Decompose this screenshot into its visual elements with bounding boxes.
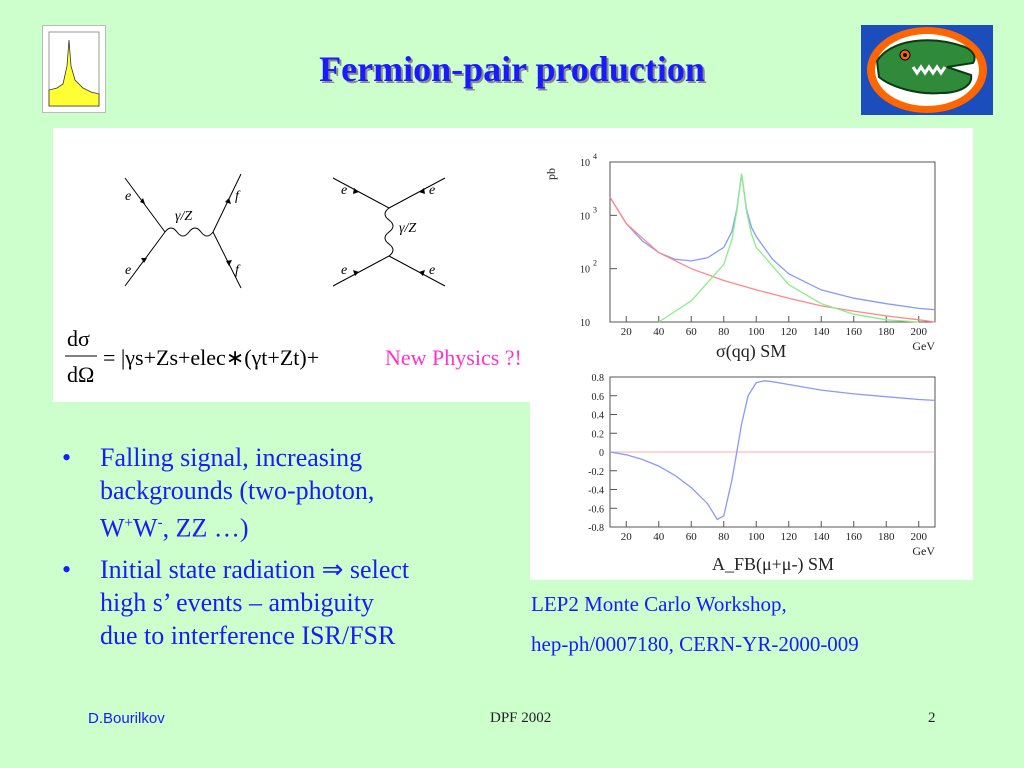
footer-author: D.Bourilkov [88,710,165,727]
bullet-1-w: W [100,513,125,543]
x-tick-label: 100 [748,326,765,338]
y-tick-label: 0 [599,448,604,459]
chart-title-sigma: σ(qq) SM [716,341,786,362]
x-tick-label: 100 [748,531,765,543]
footer-date: DPF 2002 [490,710,552,726]
y-tick-label: 10 [580,318,590,329]
bullet-2-line-1: Initial state radiation ⇒ select [100,554,410,584]
label-e-tr: e [429,183,435,198]
y-axis-label: pb [544,168,558,180]
x-tick-label: 180 [878,531,895,543]
x-tick-label: 80 [718,531,730,543]
bullet-2-line-2: high s’ events – ambiguity [100,587,374,617]
plot-frame-0 [609,161,936,323]
gator-logo-icon [861,25,993,115]
x-tick-label: 200 [911,531,928,543]
bullet-1-minus: - [157,515,163,531]
label-e-top: e [125,189,131,204]
slide-title: Fermion-pair production [319,49,705,89]
y-tick-label: 10 [580,265,590,276]
bullet-1-plus: + [124,515,134,531]
series-line-2 [658,173,919,323]
bullet-2-line-3: due to interference ISR/FSR [100,620,396,650]
y-tick-label: 0.4 [592,411,605,422]
y-tick-label: 0.8 [592,373,605,384]
y-tick-label: -0.4 [588,486,604,497]
footer-page-number: 2 [928,710,936,726]
bullet-1-tail: , ZZ …) [162,513,249,543]
series-line-1 [609,196,936,323]
x-tick-label: 200 [911,326,928,338]
x-tick-label: 60 [686,531,698,543]
reference-line-1: LEP2 Monte Carlo Workshop, [531,592,787,616]
label-e-bl: e [341,263,347,278]
x-tick-label: 40 [653,531,665,543]
formula-numerator: dσ [67,326,90,351]
formula-new-physics: New Physics ?! [385,345,522,370]
histogram-logo-icon [42,25,106,113]
y-tick-label: 0.6 [592,392,605,403]
y-tick-exponent: 3 [593,205,597,214]
series-line-0 [609,173,936,311]
x-tick-label: 20 [621,531,633,543]
x-axis-label: GeV [912,544,935,558]
x-tick-label: 180 [878,326,895,338]
y-tick-label: 10 [580,211,590,222]
y-tick-label: 10 [580,158,590,169]
feynman-diagrams-panel: e e γ/Z f f e e e e γ/Z dσ dΩ [53,128,544,402]
bullet-item: • Falling signal, increasing backgrounds… [62,441,522,545]
x-tick-label: 20 [621,326,633,338]
t-channel-diagram: e e e e γ/Z [332,177,446,287]
y-tick-exponent: 4 [593,152,597,161]
x-axis-label: GeV [912,339,935,353]
label-e-tl: e [341,183,347,198]
x-tick-label: 120 [781,326,798,338]
label-e-br: e [429,263,435,278]
formula-main: = |γs+Zs+elec∗(γt+Zt)+ [103,345,319,370]
plots-panel: 20 40 60 80 100 120 140 160 180 200 10 10 2 10 3 10 4 pb G… [530,128,973,580]
bullet-dot: • [62,554,72,584]
x-tick-label: 160 [846,531,863,543]
reference-line-2: hep-ph/0007180, CERN-YR-2000-009 [531,632,859,656]
x-tick-label: 160 [846,326,863,338]
x-tick-label: 140 [813,531,830,543]
x-tick-label: 80 [718,326,730,338]
formula-denominator: dΩ [67,362,94,387]
y-tick-label: 0.2 [592,429,605,440]
label-f-top: f [235,189,241,204]
y-tick-label: -0.6 [588,504,604,515]
label-f-bottom: f [235,263,241,278]
y-tick-label: -0.8 [588,523,604,534]
y-tick-label: -0.2 [588,467,604,478]
cross-section-formula: dσ dΩ = |γs+Zs+elec∗(γt+Zt)+ New Physics… [65,326,544,387]
plots-svg: 20 40 60 80 100 120 140 160 180 20010102103104pbG… [544,152,936,575]
x-tick-label: 140 [813,326,830,338]
bullet-list: • Falling signal, increasing backgrounds… [62,441,522,660]
bullet-1-line-2: backgrounds (two-photon, [100,476,375,505]
bullet-item: • Initial state radiation ⇒ select high … [62,553,522,652]
label-e-bottom: e [125,263,131,278]
label-gamma-z-s: γ/Z [175,209,192,224]
series-line-0 [609,380,936,521]
x-tick-label: 40 [653,326,665,338]
chart-title-afb: A_FB(μ+μ-) SM [712,554,834,575]
bullet-1-line-1: Falling signal, increasing [100,443,363,472]
y-tick-exponent: 2 [593,259,597,268]
x-tick-label: 120 [781,531,798,543]
bullet-1-w2: W [133,513,158,543]
s-channel-diagram: e e γ/Z f f [124,173,242,289]
label-gamma-z-t: γ/Z [399,221,416,236]
x-tick-label: 60 [686,326,698,338]
bullet-dot: • [62,443,72,472]
